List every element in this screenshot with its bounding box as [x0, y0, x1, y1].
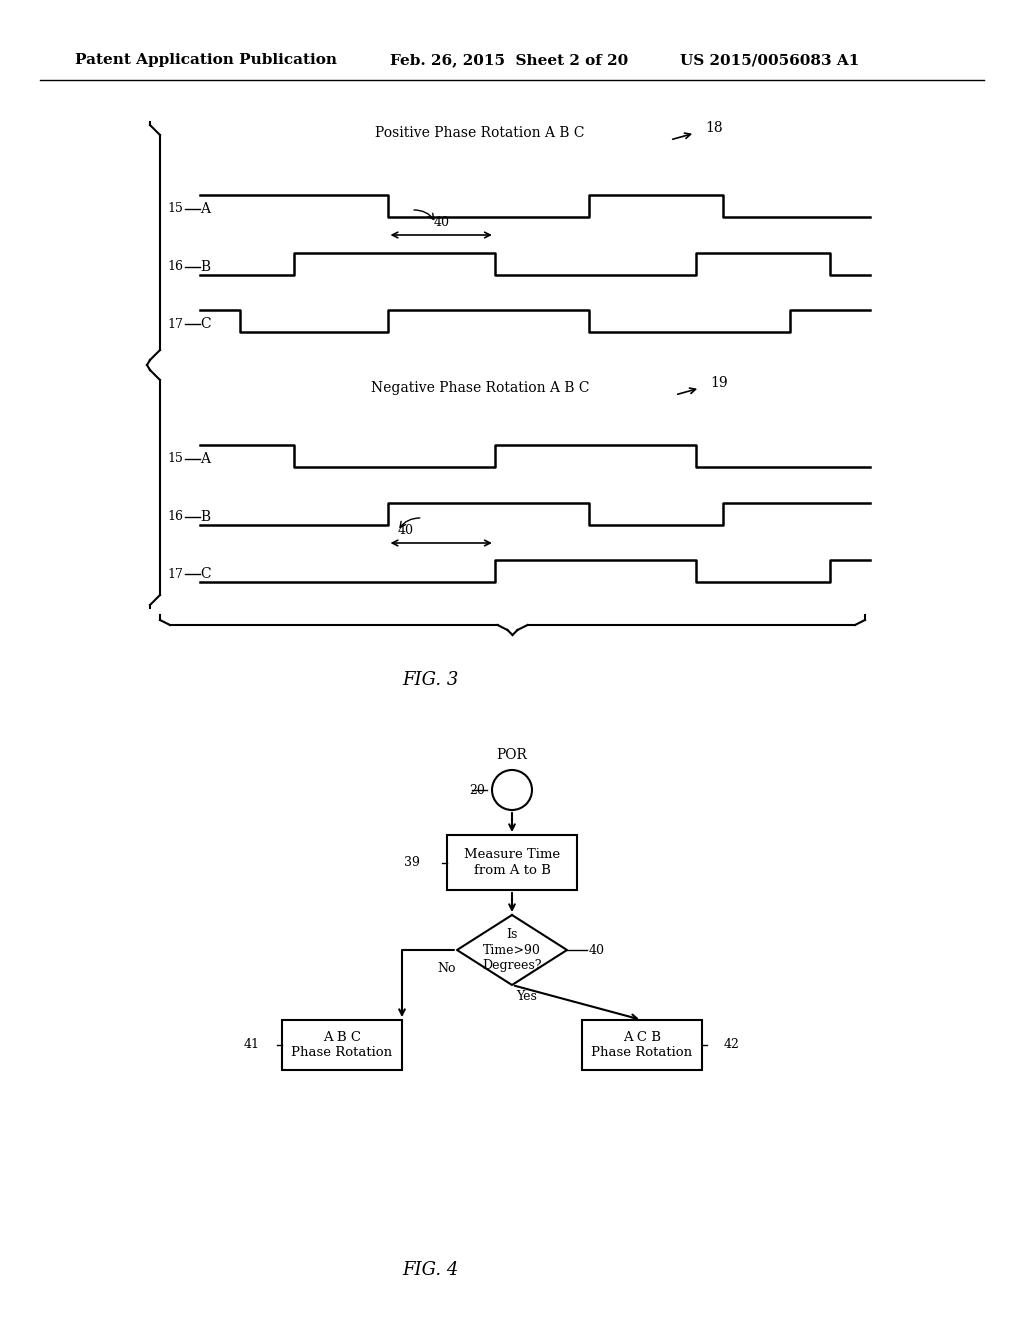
Text: Yes: Yes [516, 990, 538, 1003]
Text: Patent Application Publication: Patent Application Publication [75, 53, 337, 67]
Text: Feb. 26, 2015  Sheet 2 of 20: Feb. 26, 2015 Sheet 2 of 20 [390, 53, 629, 67]
Text: 40: 40 [589, 944, 605, 957]
Text: 40: 40 [397, 524, 414, 537]
Text: Measure Time
from A to B: Measure Time from A to B [464, 849, 560, 876]
Text: Negative Phase Rotation A B C: Negative Phase Rotation A B C [371, 381, 589, 395]
Text: 41: 41 [244, 1039, 260, 1052]
Text: 16: 16 [167, 260, 183, 273]
Text: A: A [200, 202, 210, 216]
Text: 15: 15 [167, 453, 183, 466]
Text: Positive Phase Rotation A B C: Positive Phase Rotation A B C [375, 125, 585, 140]
Text: A: A [200, 451, 210, 466]
Text: B: B [200, 510, 210, 524]
Text: A B C
Phase Rotation: A B C Phase Rotation [292, 1031, 392, 1059]
Text: Is
Time>90
Degrees?: Is Time>90 Degrees? [482, 928, 542, 972]
Text: 17: 17 [167, 568, 183, 581]
Text: POR: POR [497, 748, 527, 762]
Text: 19: 19 [710, 376, 728, 389]
Text: C: C [200, 568, 211, 581]
Text: C: C [200, 317, 211, 331]
Text: A C B
Phase Rotation: A C B Phase Rotation [592, 1031, 692, 1059]
Text: No: No [437, 961, 457, 974]
Text: 39: 39 [404, 855, 420, 869]
Text: 20: 20 [469, 784, 485, 796]
Text: 40: 40 [433, 216, 450, 230]
Text: 17: 17 [167, 318, 183, 330]
Text: FIG. 4: FIG. 4 [401, 1261, 458, 1279]
Text: 15: 15 [167, 202, 183, 215]
Text: US 2015/0056083 A1: US 2015/0056083 A1 [680, 53, 859, 67]
Text: FIG. 3: FIG. 3 [401, 671, 458, 689]
Text: 42: 42 [724, 1039, 740, 1052]
Text: B: B [200, 260, 210, 275]
Text: 18: 18 [705, 121, 723, 135]
Text: 16: 16 [167, 511, 183, 524]
